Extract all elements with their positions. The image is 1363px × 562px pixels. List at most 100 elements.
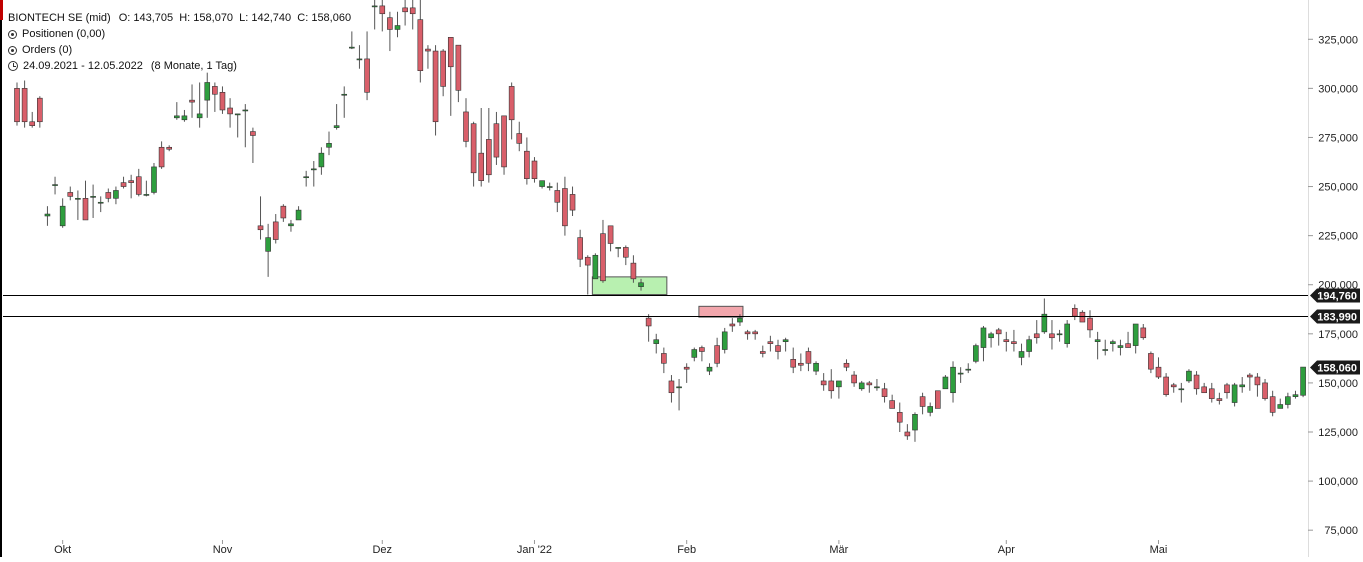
candle-up: [874, 386, 880, 389]
candle-up: [592, 254, 599, 280]
candle-up: [1117, 345, 1124, 348]
candle-down: [600, 233, 606, 282]
candle-down: [919, 396, 926, 407]
orders-row[interactable]: Orders (0): [8, 42, 351, 58]
candle-up: [75, 198, 81, 200]
candle-down: [364, 58, 370, 93]
left-border: [0, 20, 2, 557]
candle-up: [1277, 404, 1284, 409]
candle-up: [204, 82, 211, 101]
candle-down: [128, 180, 134, 183]
candle-down: [508, 86, 515, 121]
candle-down: [1087, 317, 1093, 331]
candle-down: [798, 362, 804, 366]
candle-down: [744, 331, 751, 335]
candle-down: [1269, 396, 1276, 413]
candle-up: [310, 168, 317, 171]
candle-up: [836, 380, 842, 388]
candle-down: [501, 115, 507, 168]
orders-icon: [8, 45, 17, 55]
candle-down: [105, 192, 112, 199]
positions-icon: [8, 29, 17, 39]
support-zone: [591, 276, 668, 296]
candle-up: [676, 386, 682, 389]
candle-down: [478, 152, 485, 181]
x-tick-label: Jan '22: [517, 544, 552, 556]
candle-up: [546, 186, 553, 188]
candle-up: [326, 143, 332, 148]
candle-down: [524, 150, 530, 179]
candle-down: [1170, 384, 1177, 388]
candle-down: [881, 388, 888, 397]
candle-up: [97, 201, 104, 204]
candle-down: [1208, 388, 1215, 399]
candle-down: [1247, 374, 1253, 378]
candle-down: [562, 188, 568, 227]
candle-up: [356, 58, 363, 61]
candle-down: [1224, 384, 1230, 394]
candle-up: [265, 237, 271, 252]
candle-up: [1178, 388, 1185, 391]
ohlc-values: O: 143,705 H: 158,070 L: 142,740 C: 158,…: [118, 12, 352, 24]
candle-down: [37, 97, 43, 123]
candle-up: [90, 196, 96, 198]
candle-down: [889, 400, 895, 409]
candle-down: [1125, 343, 1131, 348]
candle-down: [904, 431, 911, 437]
instrument-info: BIONTECH SE (mid) O: 143,705 H: 158,070 …: [8, 10, 351, 74]
candle-down: [1216, 398, 1223, 401]
candle-up: [638, 282, 644, 287]
last-price-label: 158,060: [1317, 363, 1357, 375]
candle-up: [912, 414, 918, 431]
candle-down: [843, 362, 850, 368]
candle-down: [607, 225, 614, 244]
candle-down: [1140, 327, 1147, 339]
positions-row[interactable]: Positionen (0,00): [8, 26, 351, 42]
candle-down: [752, 331, 758, 335]
level-label: 183,990: [1317, 312, 1357, 324]
candle-up: [691, 349, 698, 358]
candle-up: [973, 345, 979, 362]
candle-up: [1056, 333, 1063, 336]
candle-up: [295, 209, 302, 221]
candle-down: [896, 412, 903, 423]
candle-up: [1041, 313, 1048, 333]
candle-down: [1033, 333, 1040, 339]
candle-up: [1285, 396, 1291, 405]
candle-up: [1102, 349, 1109, 351]
candle-up: [59, 205, 66, 227]
candle-down: [1148, 353, 1154, 370]
candle-down: [775, 345, 781, 352]
x-tick-label: Okt: [54, 544, 71, 556]
candle-down: [995, 329, 1002, 335]
candle-down: [486, 139, 492, 176]
y-tick-label: 75,000: [1324, 525, 1358, 537]
candle-down: [425, 48, 431, 52]
candle-up: [813, 362, 819, 372]
candle-down: [272, 221, 279, 240]
candle-down: [630, 262, 637, 280]
candle-down: [767, 341, 774, 344]
candle-up: [349, 46, 355, 49]
y-tick-label: 100,000: [1318, 476, 1358, 488]
level-label-bg: [1310, 309, 1360, 324]
candle-down: [470, 123, 477, 174]
candle-down: [402, 7, 408, 13]
candle-up: [1292, 394, 1299, 397]
candle-down: [699, 347, 705, 352]
instrument-name[interactable]: BIONTECH SE (mid): [8, 12, 111, 24]
level-label: 194,760: [1317, 291, 1357, 303]
candle-down: [432, 50, 439, 123]
candle-up: [234, 113, 241, 116]
candle-down: [729, 323, 736, 327]
candle-up: [52, 184, 58, 186]
candle-up: [1064, 323, 1070, 344]
candle-down: [463, 111, 469, 142]
positions-label: Positionen (0,00): [22, 28, 106, 40]
candle-down: [227, 107, 233, 115]
candle-up: [196, 113, 203, 119]
candle-up: [1239, 384, 1246, 388]
candle-down: [1193, 374, 1200, 390]
